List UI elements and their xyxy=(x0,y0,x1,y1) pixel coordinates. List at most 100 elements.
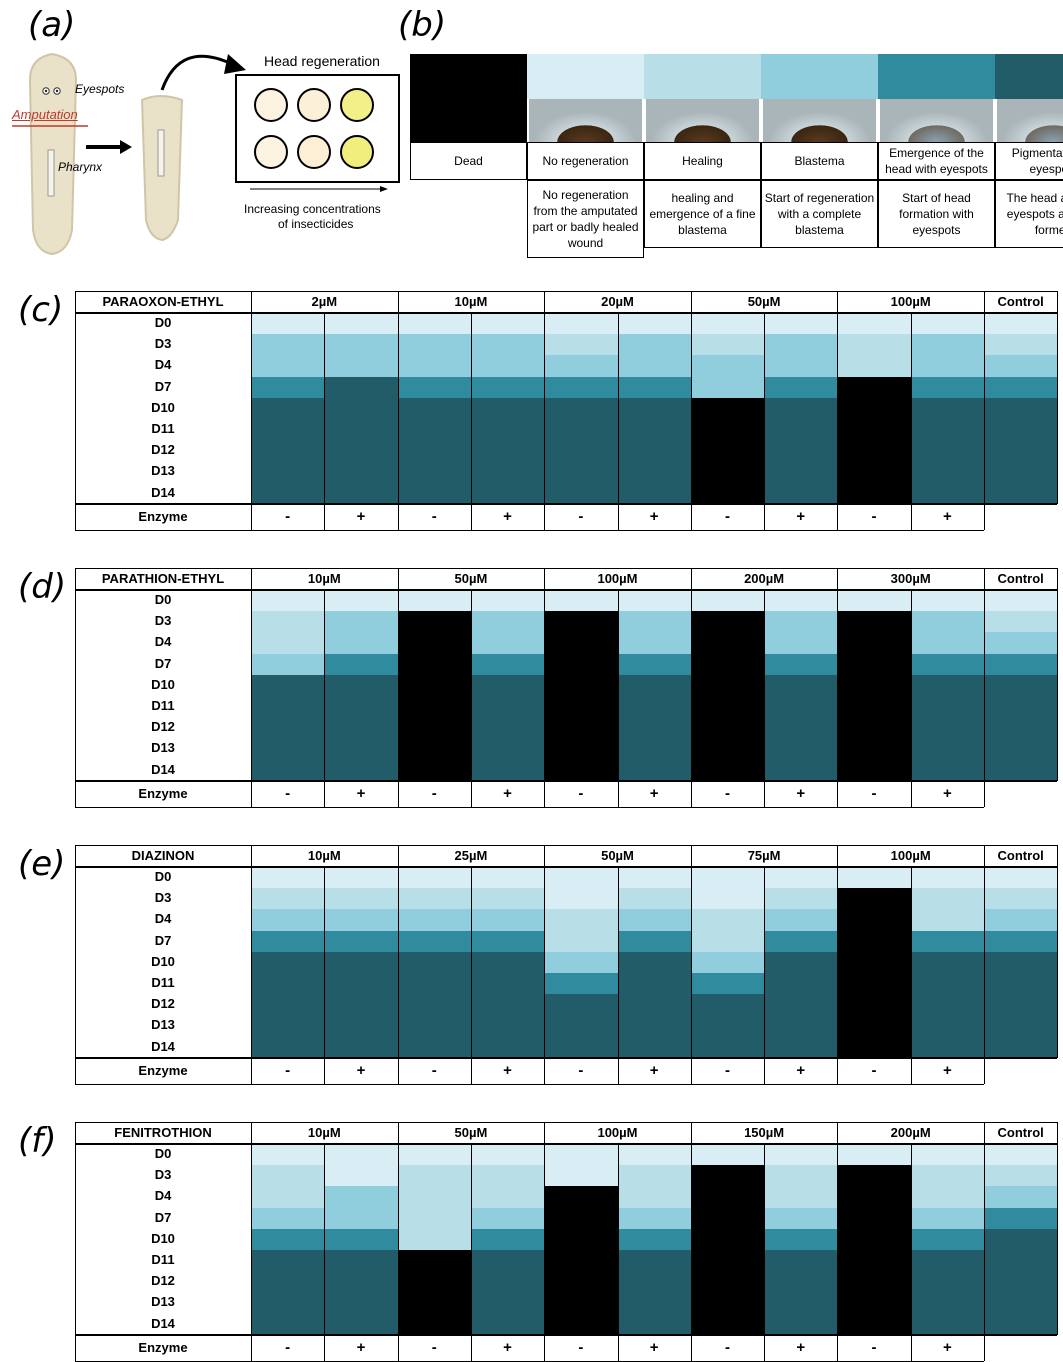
stage-cell xyxy=(397,482,472,505)
day-label: D0 xyxy=(154,869,172,884)
stage-cell xyxy=(984,973,1058,995)
stage-cell xyxy=(910,1165,985,1187)
stage-cell xyxy=(397,696,472,718)
stage-cell xyxy=(397,1250,472,1272)
concentration-header: 75µM xyxy=(747,848,781,863)
stage-cell xyxy=(324,888,399,910)
grid-border xyxy=(1057,291,1059,504)
stage-cell xyxy=(837,1228,912,1251)
stage-cell xyxy=(324,440,399,462)
stage-cell xyxy=(324,334,399,356)
concentration-header: 300µM xyxy=(890,571,931,586)
stage-cell xyxy=(251,1228,325,1251)
stage-cell xyxy=(617,1207,692,1230)
day-label: D0 xyxy=(154,315,172,330)
enzyme-sign: - xyxy=(578,507,584,525)
stage-cell xyxy=(910,909,985,932)
stage-cell xyxy=(764,1207,838,1230)
stage-cell xyxy=(617,973,692,995)
grid-border xyxy=(75,529,984,531)
day-label: D14 xyxy=(151,1315,175,1331)
day-label: D3 xyxy=(154,613,172,629)
grid-border xyxy=(764,590,766,807)
stage-cell xyxy=(764,717,838,739)
day-label: D12 xyxy=(151,996,175,1012)
stage-cell xyxy=(470,653,545,676)
stage-cell xyxy=(251,397,325,420)
stage-cell xyxy=(984,909,1058,932)
stage-cell xyxy=(324,1292,399,1315)
stage-cell xyxy=(837,334,912,356)
stage-cell xyxy=(324,1207,399,1230)
stage-cell xyxy=(910,717,985,739)
stage-cell xyxy=(544,355,618,378)
legend-photo xyxy=(646,99,759,142)
day-label: D13 xyxy=(151,463,175,479)
stage-cell xyxy=(910,590,985,612)
stage-cell xyxy=(324,1228,399,1251)
stage-cell xyxy=(690,888,765,910)
stage-cell xyxy=(984,888,1058,910)
day-label: D12 xyxy=(151,719,175,735)
stage-cell xyxy=(764,334,838,356)
day-label: D14 xyxy=(151,761,175,777)
grid-border xyxy=(75,1122,76,1361)
stage-cell xyxy=(324,717,399,739)
legend-stage-description: No regeneration from the amputated part … xyxy=(527,180,644,258)
legend-photo xyxy=(763,99,876,142)
stage-cell xyxy=(764,611,838,633)
stage-cell xyxy=(690,674,765,697)
day-label: D13 xyxy=(151,1017,175,1033)
stage-cell xyxy=(617,1165,692,1187)
grid-border xyxy=(910,313,912,530)
stage-cell xyxy=(910,334,985,356)
stage-cell xyxy=(544,440,618,462)
stage-cell xyxy=(837,909,912,932)
stage-cell xyxy=(397,738,472,761)
stage-cell xyxy=(764,674,838,697)
stage-cell xyxy=(324,482,399,505)
stage-cell xyxy=(470,738,545,761)
stage-cell xyxy=(617,334,692,356)
stage-cell xyxy=(837,482,912,505)
stage-cell xyxy=(837,1186,912,1209)
stage-cell xyxy=(470,419,545,441)
grid-border xyxy=(690,845,692,1084)
enzyme-sign: + xyxy=(942,1338,952,1356)
grid-border xyxy=(75,806,984,808)
stage-cell xyxy=(470,717,545,739)
stage-cell xyxy=(837,717,912,739)
eyespots-label: Eyespots xyxy=(75,82,125,96)
well xyxy=(340,88,374,122)
enzyme-sign: - xyxy=(578,784,584,802)
legend-stage-title: No regeneration xyxy=(527,142,644,180)
stage-cell xyxy=(397,419,472,441)
stage-cell xyxy=(251,355,325,378)
stage-cell xyxy=(837,930,912,953)
axis-label-line1: Increasing concentrations xyxy=(244,202,381,216)
stage-cell xyxy=(690,611,765,633)
grid-border xyxy=(75,568,76,807)
stage-cell xyxy=(251,313,325,335)
stage-cell xyxy=(397,590,472,612)
stage-cell xyxy=(617,759,692,782)
enzyme-sign: - xyxy=(724,507,730,525)
stage-cell xyxy=(984,951,1058,974)
legend-stage-title: Blastema xyxy=(761,142,878,180)
well xyxy=(297,88,331,122)
stage-cell xyxy=(617,1144,692,1166)
stage-cell xyxy=(837,888,912,910)
concentration-header: 10µM xyxy=(307,1125,341,1140)
stage-cell xyxy=(690,1144,765,1166)
stage-cell xyxy=(324,674,399,697)
enzyme-sign: + xyxy=(503,507,512,525)
stage-cell xyxy=(837,1271,912,1293)
stage-cell xyxy=(984,1036,1058,1059)
stage-cell xyxy=(324,1144,399,1166)
stage-cell xyxy=(397,1036,472,1059)
day-label: D3 xyxy=(154,1167,172,1183)
stage-cell xyxy=(544,1015,618,1038)
stage-cell xyxy=(764,930,838,953)
stage-cell xyxy=(617,951,692,974)
stage-cell xyxy=(837,1313,912,1336)
